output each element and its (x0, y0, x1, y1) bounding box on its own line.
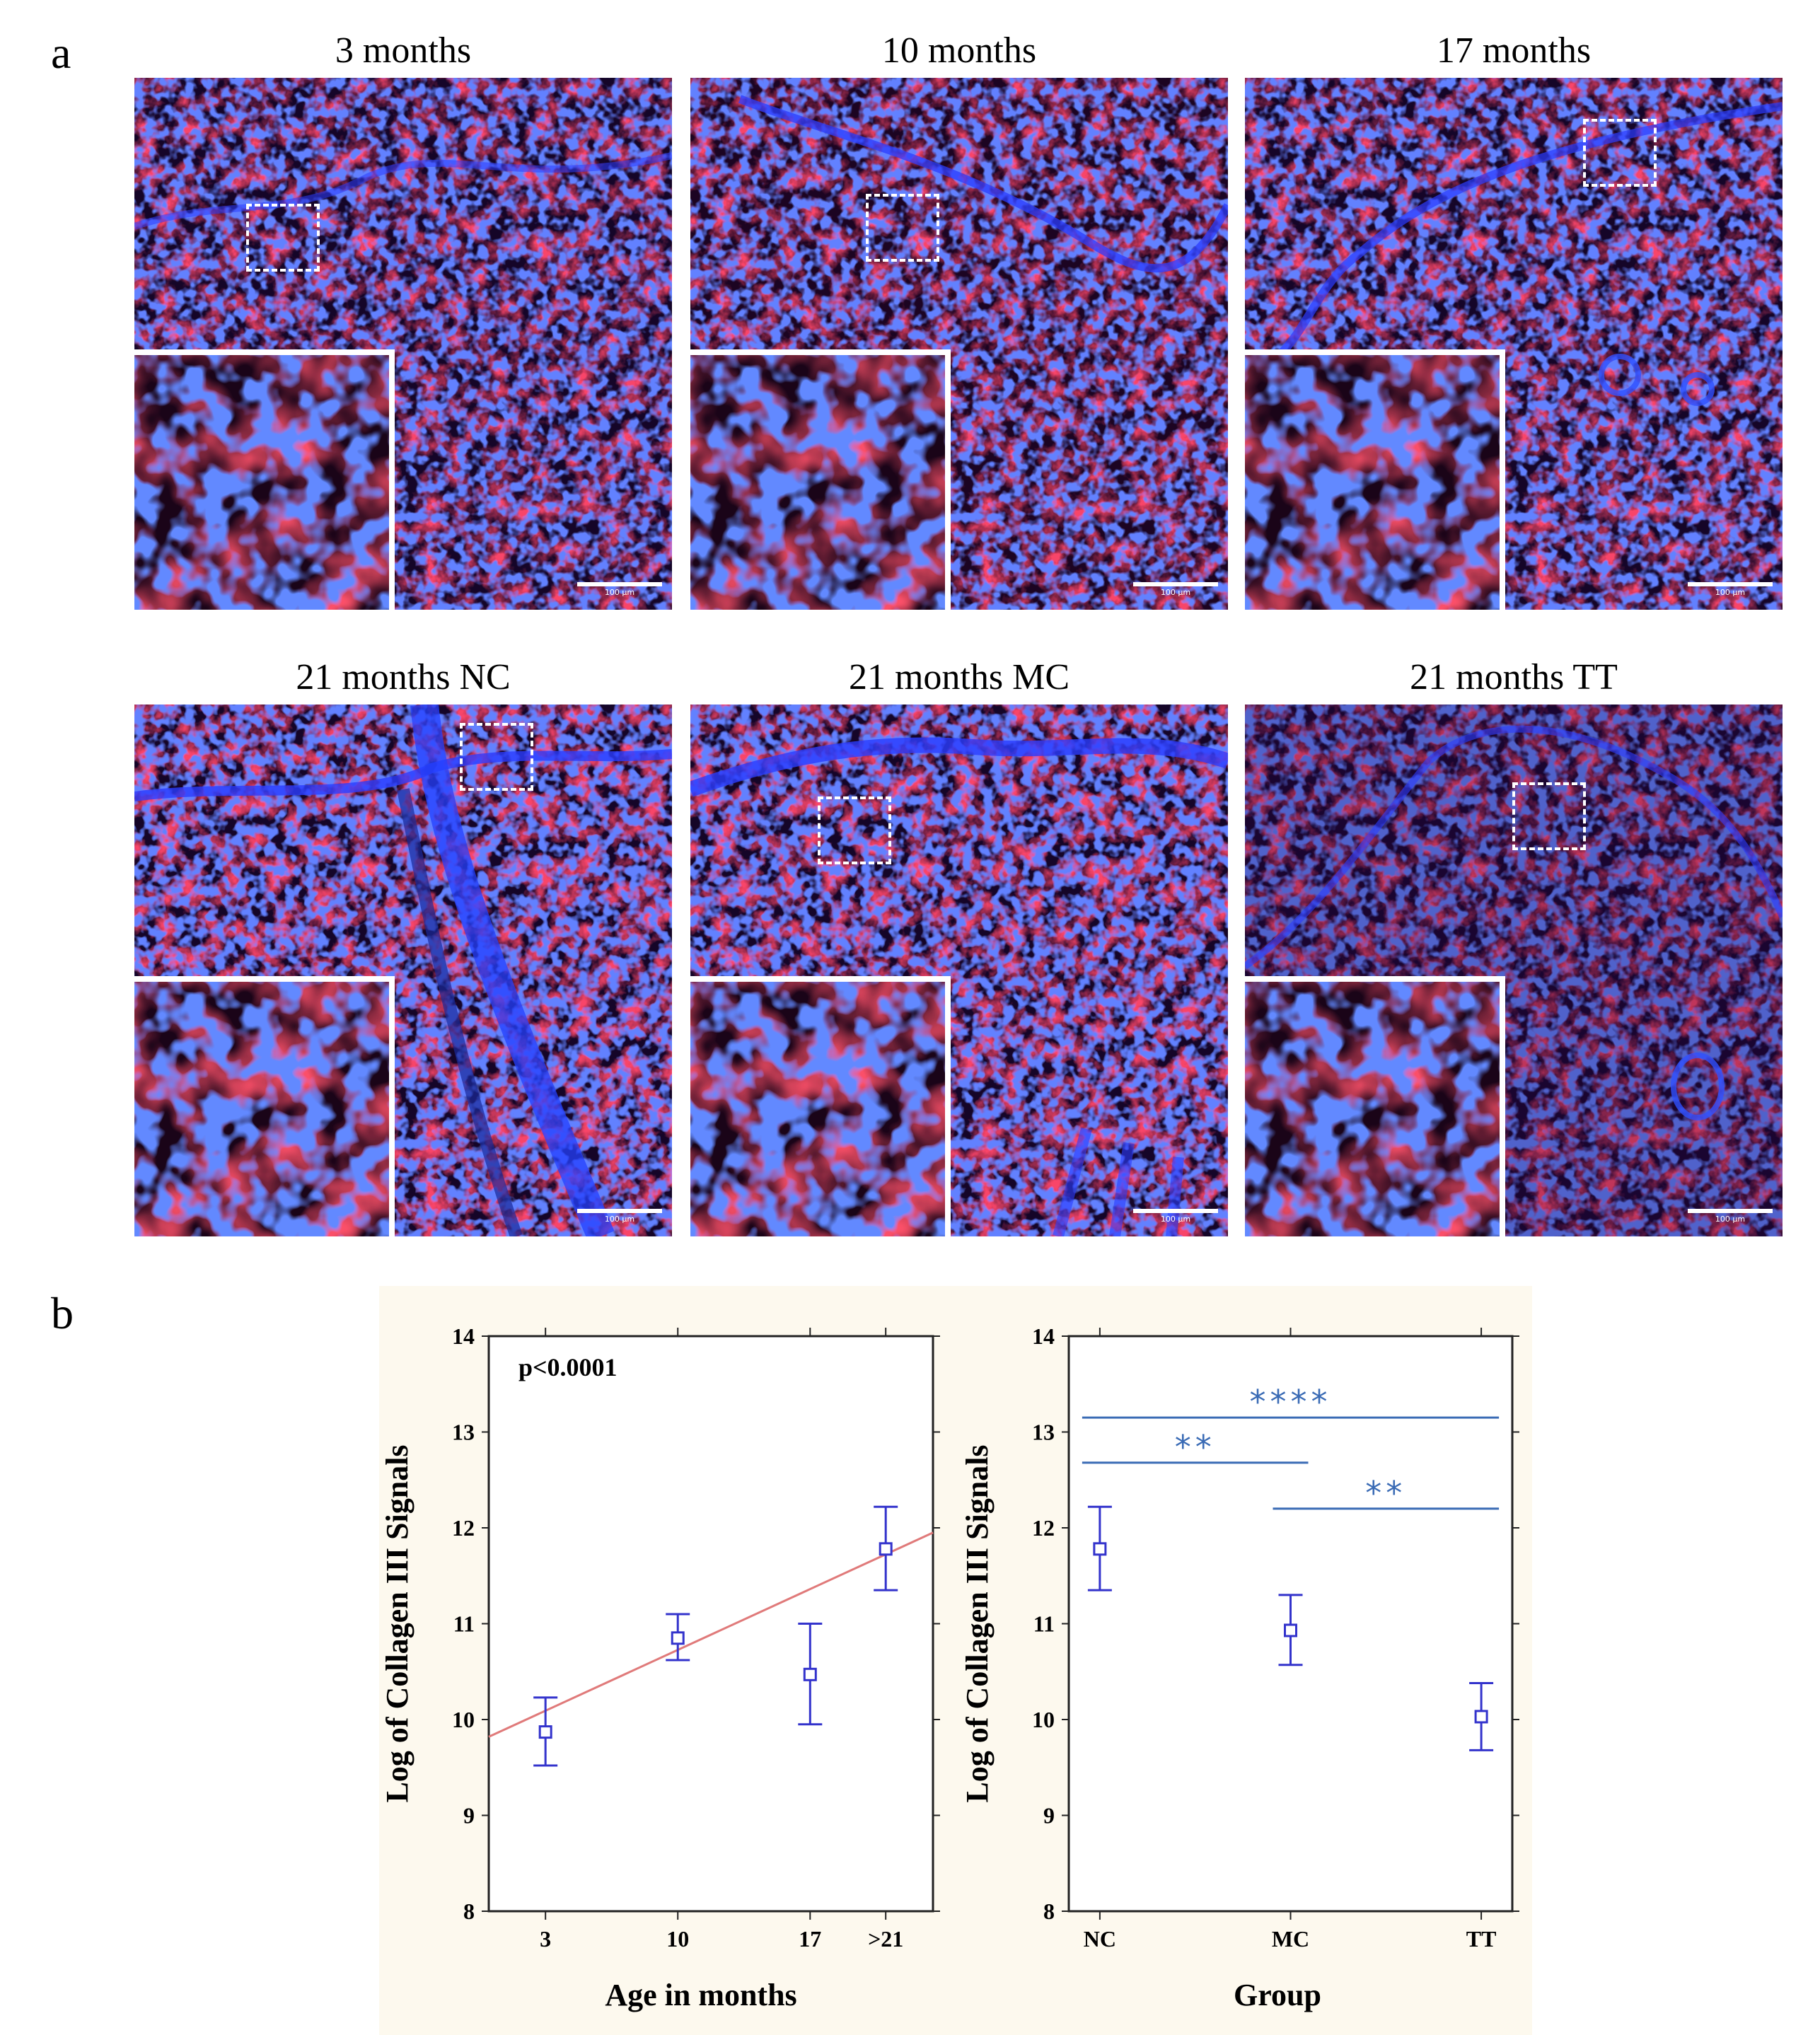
x-tick-label: TT (1466, 1926, 1497, 1952)
zoom-inset (1245, 349, 1505, 610)
charts-svg: 8 9 10 11 12 13 14 Log of Collagen III Signals A… (380, 1323, 1519, 2012)
significance-label: ** (1365, 1474, 1406, 1512)
scale-bar-label: 100 µm (1160, 588, 1191, 597)
roi-box (818, 796, 891, 864)
zoom-inset (690, 349, 951, 610)
chart-area: 8 9 10 11 12 13 14 Log of Collagen III Signals A… (379, 1286, 1532, 2035)
significance-label: ** (1175, 1428, 1216, 1466)
roi-box (460, 723, 533, 791)
x-tick-label: >21 (868, 1926, 903, 1952)
data-point (1093, 1542, 1107, 1556)
zoom-inset (134, 349, 395, 610)
scale-bar-label: 100 µm (1160, 1214, 1191, 1224)
panel-a-label: a (51, 28, 71, 78)
micrograph-21-months-mc: 100 µm (690, 705, 1228, 1236)
roi-box (1512, 782, 1586, 850)
y-tick-label: 12 (1032, 1515, 1055, 1541)
y-tick-label: 8 (463, 1898, 475, 1924)
data-point (803, 1667, 817, 1681)
zoom-inset (134, 976, 395, 1236)
x-axis-label: Group (1234, 1978, 1321, 2012)
scale-bar-label: 100 µm (1715, 1214, 1746, 1224)
zoom-inset (690, 976, 951, 1236)
image-title-21-months-mc: 21 months MC (848, 657, 1070, 697)
x-tick-label: NC (1084, 1926, 1116, 1952)
scale-bar-label: 100 µm (1715, 588, 1746, 597)
micrograph-3-months: 100 µm (134, 78, 672, 610)
regression-line (488, 1531, 934, 1738)
y-tick-label: 9 (1043, 1803, 1055, 1828)
y-axis-label: Log of Collagen III Signals (960, 1444, 995, 1802)
micrograph-17-months: 100 µm (1245, 78, 1783, 610)
x-tick-label: 17 (799, 1926, 821, 1952)
y-tick-label: 10 (1032, 1707, 1055, 1732)
scale-bar: 100 µm (577, 582, 662, 597)
data-point (1474, 1710, 1488, 1724)
y-tick-label: 12 (452, 1515, 475, 1541)
data-point (879, 1542, 893, 1556)
scale-bar: 100 µm (577, 1209, 662, 1224)
x-tick-label: 3 (540, 1926, 551, 1952)
roi-box (866, 194, 939, 262)
micrograph-21-months-nc: 100 µm (134, 705, 672, 1236)
y-tick-label: 13 (1032, 1420, 1055, 1445)
scale-bar-label: 100 µm (604, 1214, 635, 1224)
roi-box (1583, 119, 1657, 187)
y-axis-label: Log of Collagen III Signals (380, 1444, 415, 1802)
scale-bar-label: 100 µm (604, 588, 635, 597)
data-point (538, 1725, 552, 1739)
x-tick-label: MC (1272, 1926, 1309, 1952)
plot-frame (487, 1335, 934, 1913)
x-axis-label: Age in months (605, 1978, 796, 2012)
image-title-3-months: 3 months (335, 30, 472, 71)
panel-b-label: b (51, 1288, 74, 1338)
roi-box (246, 204, 320, 272)
image-title-21-months-nc: 21 months NC (296, 657, 511, 697)
y-tick-label: 8 (1043, 1898, 1055, 1924)
data-point (671, 1631, 685, 1645)
micrograph-21-months-tt: 100 µm (1245, 705, 1783, 1236)
scale-bar: 100 µm (1688, 582, 1773, 597)
tissue-texture (690, 78, 1228, 610)
micrograph-10-months: 100 µm (690, 78, 1228, 610)
y-tick-label: 14 (1032, 1323, 1055, 1349)
y-tick-label: 13 (452, 1420, 475, 1445)
scale-bar: 100 µm (1688, 1209, 1773, 1224)
data-point (1284, 1623, 1297, 1637)
y-tick-label: 11 (1033, 1611, 1055, 1637)
significance-label: **** (1250, 1383, 1332, 1421)
y-tick-label: 10 (452, 1707, 475, 1732)
y-tick-label: 11 (453, 1611, 475, 1637)
y-tick-label: 14 (452, 1323, 475, 1349)
y-tick-label: 9 (463, 1803, 475, 1828)
x-tick-label: 10 (666, 1926, 689, 1952)
p-value-annotation: p<0.0001 (518, 1353, 618, 1381)
zoom-inset (1245, 976, 1505, 1236)
image-title-17-months: 17 months (1436, 30, 1592, 71)
scale-bar: 100 µm (1133, 582, 1218, 597)
image-title-21-months-tt: 21 months TT (1410, 657, 1618, 697)
image-title-10-months: 10 months (881, 30, 1037, 71)
scale-bar: 100 µm (1133, 1209, 1218, 1224)
